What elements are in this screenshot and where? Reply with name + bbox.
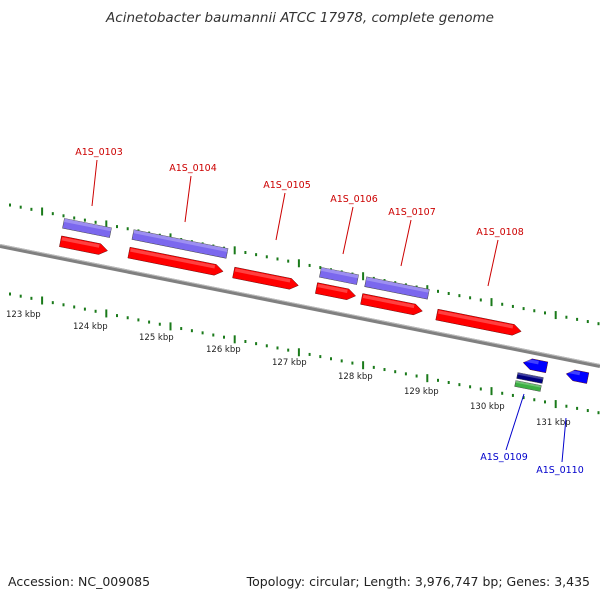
cds-forward-arrow	[315, 282, 356, 300]
kbp-label: 131 kbp	[536, 418, 571, 428]
gene-label[interactable]: A1S_0105	[263, 180, 311, 191]
gene-label[interactable]: A1S_0107	[388, 207, 436, 218]
purple-feature	[364, 276, 430, 300]
purple-feature	[62, 218, 112, 238]
cds-reverse-arrow	[565, 369, 590, 384]
gene-leader-line	[561, 417, 567, 463]
kbp-label: 126 kbp	[206, 345, 241, 355]
inner-tick-track	[9, 292, 600, 415]
green-feature	[514, 380, 542, 392]
map-title: Acinetobacter baumannii ATCC 17978, comp…	[105, 10, 494, 26]
gene-label[interactable]: A1S_0104	[169, 163, 217, 174]
purple-feature	[319, 267, 359, 285]
cds-forward-arrow	[435, 308, 522, 336]
feature-track-upper	[62, 218, 430, 300]
gene-label[interactable]: A1S_0108	[476, 227, 524, 238]
kbp-label: 123 kbp	[6, 310, 41, 320]
kbp-label: 127 kbp	[272, 358, 307, 368]
gene-labels: A1S_0103 A1S_0104 A1S_0105 A1S_0106 A1S_0107…	[75, 147, 584, 476]
gene-label[interactable]: A1S_0110	[536, 465, 584, 476]
cds-forward-arrow	[127, 246, 224, 276]
kbp-label: 130 kbp	[470, 402, 505, 412]
ruler-labels: 123 kbp 124 kbp 125 kbp 126 kbp 127 kbp 128 k…	[6, 310, 571, 428]
navy-feature	[516, 372, 544, 384]
cds-track-reverse	[514, 358, 590, 392]
genome-backbone	[0, 244, 600, 368]
genome-summary-text: Topology: circular; Length: 3,976,747 bp…	[246, 574, 590, 589]
kbp-label: 129 kbp	[404, 387, 439, 397]
purple-feature	[131, 229, 229, 259]
kbp-label: 125 kbp	[139, 333, 174, 343]
cds-forward-arrow	[232, 266, 299, 290]
gene-leader-line	[342, 206, 354, 255]
cds-forward-arrow	[360, 293, 423, 316]
gene-label[interactable]: A1S_0109	[480, 452, 528, 463]
gene-leader-line	[400, 219, 412, 267]
gene-label[interactable]: A1S_0103	[75, 147, 123, 158]
gene-leader-line	[487, 239, 499, 287]
accession-text: Accession: NC_009085	[8, 574, 150, 589]
gene-leader-line	[91, 159, 98, 207]
cds-track-forward	[59, 235, 522, 336]
genome-backbone-highlight	[0, 244, 600, 365]
gene-label[interactable]: A1S_0106	[330, 194, 378, 205]
kbp-label: 128 kbp	[338, 372, 373, 382]
gene-leader-line	[275, 192, 286, 241]
cds-reverse-arrow	[522, 358, 549, 373]
gene-leader-line	[505, 393, 525, 451]
cds-forward-arrow	[59, 235, 108, 255]
kbp-label: 124 kbp	[73, 322, 108, 332]
gene-leader-line	[184, 175, 192, 223]
